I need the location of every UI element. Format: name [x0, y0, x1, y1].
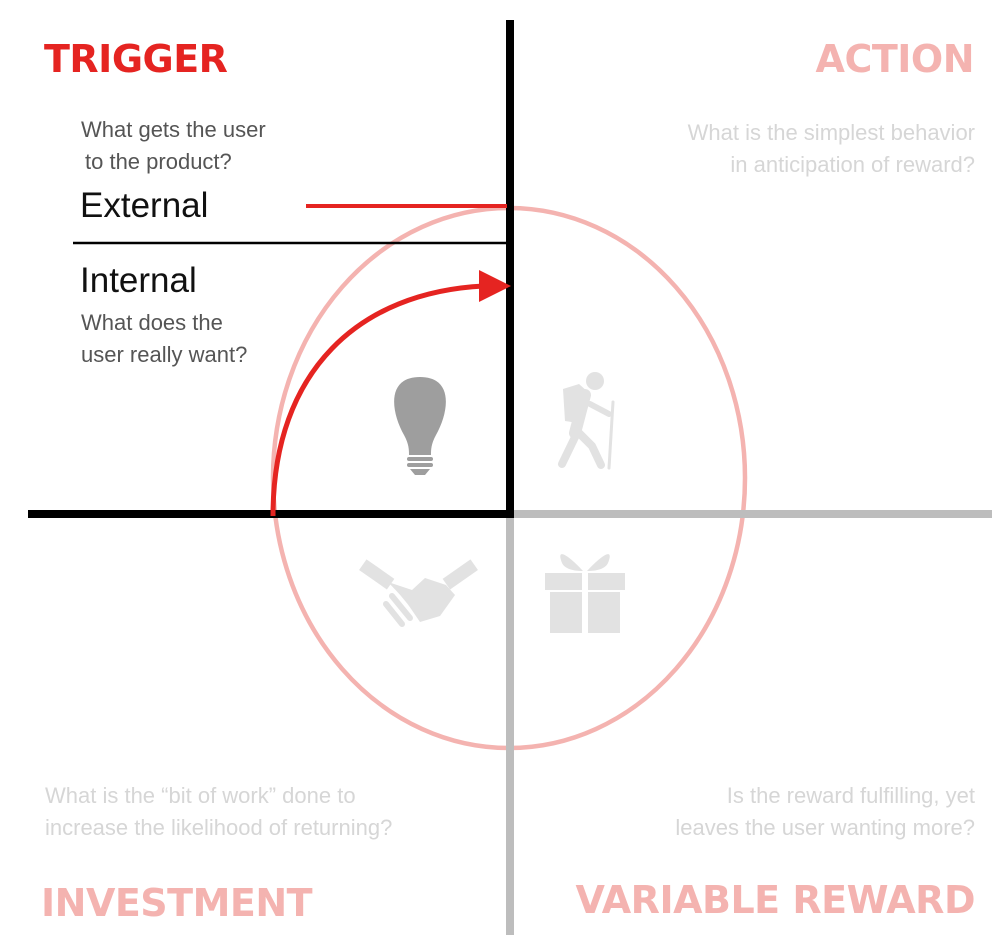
internal-trigger-question: What does the user really want? [81, 307, 247, 371]
internal-trigger-label: Internal [80, 261, 197, 300]
internal-trigger-arc [270, 283, 485, 517]
trigger-question-line2: to the product? [85, 149, 232, 174]
internal-question-line1: What does the [81, 310, 223, 335]
investment-question-line1: What is the “bit of work” done to [45, 783, 356, 808]
investment-question: What is the “bit of work” done to increa… [45, 780, 392, 844]
variable-reward-question-line1: Is the reward fulfilling, yet [726, 783, 975, 808]
variable-reward-title: VARIABLE REWARD [575, 878, 975, 922]
investment-question-line2: increase the likelihood of returning? [45, 815, 393, 840]
action-title: ACTION [815, 37, 975, 81]
action-question-line1: What is the simplest behavior [687, 120, 975, 145]
action-question: What is the simplest behavior in anticip… [688, 117, 975, 181]
handshake-icon [359, 559, 478, 627]
trigger-question-line1: What gets the user [81, 117, 266, 142]
internal-question-line2: user really want? [81, 342, 248, 367]
gift-icon [545, 554, 625, 633]
external-trigger-label: External [80, 186, 209, 225]
internal-trigger-arrowhead [479, 270, 511, 302]
hiker-icon [558, 372, 615, 470]
trigger-question: What gets the user to the product? [81, 114, 266, 178]
lightbulb-icon [394, 377, 446, 475]
variable-reward-question: Is the reward fulfilling, yet leaves the… [675, 780, 975, 844]
investment-title: INVESTMENT [41, 881, 313, 925]
variable-reward-question-line2: leaves the user wanting more? [675, 815, 975, 840]
trigger-title: TRIGGER [44, 37, 228, 81]
action-question-line2: in anticipation of reward? [730, 152, 975, 177]
